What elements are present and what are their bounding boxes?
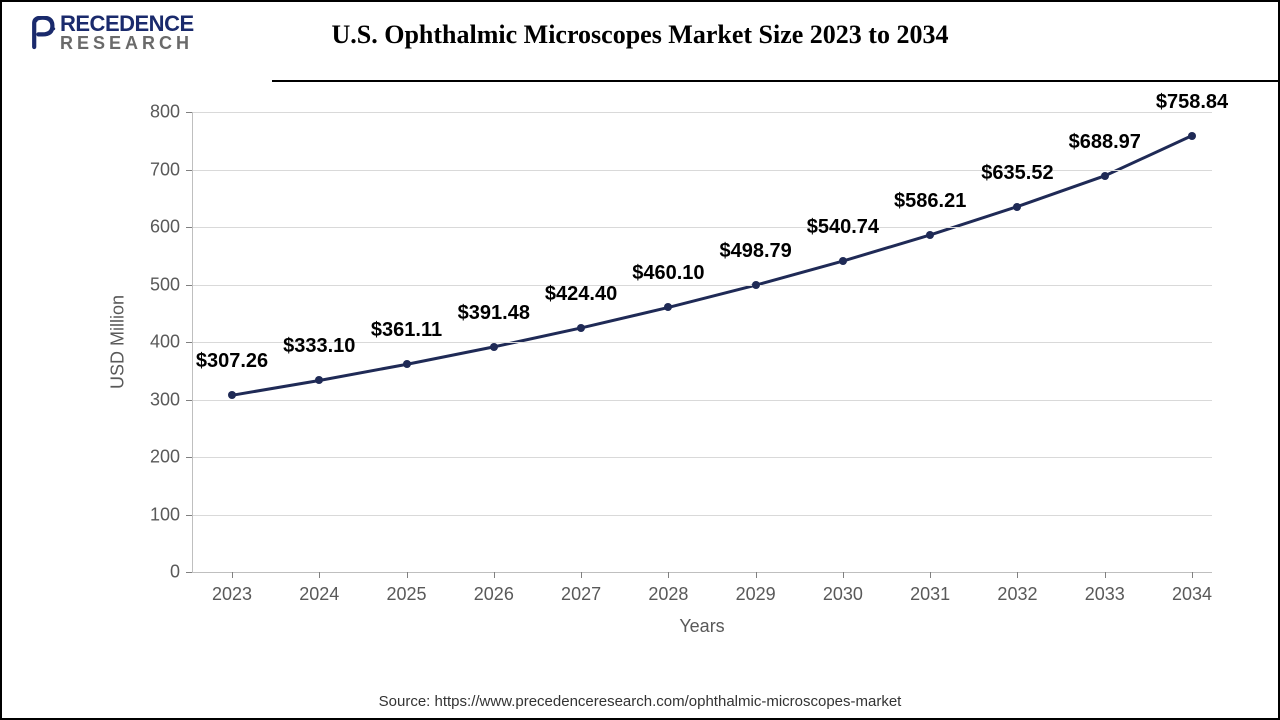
y-tick-label: 200 — [150, 447, 180, 468]
data-point — [839, 257, 847, 265]
data-label: $333.10 — [283, 335, 355, 358]
x-tick-label: 2023 — [212, 584, 252, 605]
grid-line — [192, 400, 1212, 401]
grid-line — [192, 170, 1212, 171]
x-tick-label: 2034 — [1172, 584, 1212, 605]
data-label: $424.40 — [545, 283, 617, 306]
y-tick-label: 600 — [150, 217, 180, 238]
data-point — [577, 324, 585, 332]
data-point — [664, 303, 672, 311]
x-tick-label: 2025 — [387, 584, 427, 605]
y-tick-label: 0 — [170, 562, 180, 583]
x-tick-mark — [930, 572, 931, 578]
y-tick-label: 500 — [150, 274, 180, 295]
x-tick-mark — [756, 572, 757, 578]
y-tick-label: 700 — [150, 159, 180, 180]
grid-line — [192, 227, 1212, 228]
grid-line — [192, 112, 1212, 113]
data-label: $540.74 — [807, 216, 879, 239]
data-point — [926, 231, 934, 239]
x-tick-label: 2024 — [299, 584, 339, 605]
x-tick-mark — [581, 572, 582, 578]
x-tick-label: 2026 — [474, 584, 514, 605]
chart-title: U.S. Ophthalmic Microscopes Market Size … — [2, 20, 1278, 50]
arrow-line — [272, 80, 1278, 82]
x-tick-mark — [668, 572, 669, 578]
x-tick-label: 2027 — [561, 584, 601, 605]
data-point — [1013, 203, 1021, 211]
chart-area: USD Million Years 0100200300400500600700… — [112, 112, 1232, 612]
data-label: $307.26 — [196, 350, 268, 373]
data-label: $361.11 — [371, 319, 442, 342]
x-tick-label: 2032 — [997, 584, 1037, 605]
y-tick-label: 400 — [150, 332, 180, 353]
x-tick-label: 2029 — [736, 584, 776, 605]
data-point — [1188, 132, 1196, 140]
data-point — [315, 376, 323, 384]
data-label: $758.84 — [1156, 91, 1228, 114]
data-label: $460.10 — [632, 262, 704, 285]
x-tick-mark — [1017, 572, 1018, 578]
data-label: $688.97 — [1069, 131, 1141, 154]
x-tick-label: 2033 — [1085, 584, 1125, 605]
y-tick-label: 100 — [150, 504, 180, 525]
x-tick-label: 2030 — [823, 584, 863, 605]
y-tick-label: 300 — [150, 389, 180, 410]
data-label: $635.52 — [981, 162, 1053, 185]
data-point — [752, 281, 760, 289]
data-label: $586.21 — [894, 190, 966, 213]
x-axis-title: Years — [679, 616, 724, 637]
x-tick-label: 2031 — [910, 584, 950, 605]
x-tick-mark — [494, 572, 495, 578]
data-label: $391.48 — [458, 302, 530, 325]
x-tick-mark — [407, 572, 408, 578]
source-text: Source: https://www.precedenceresearch.c… — [2, 693, 1278, 710]
data-point — [1101, 172, 1109, 180]
grid-line — [192, 515, 1212, 516]
x-tick-label: 2028 — [648, 584, 688, 605]
x-tick-mark — [1105, 572, 1106, 578]
chart-frame: RECEDENCE RESEARCH U.S. Ophthalmic Micro… — [0, 0, 1280, 720]
data-label: $498.79 — [719, 240, 791, 263]
y-axis-title: USD Million — [108, 295, 129, 389]
grid-line — [192, 457, 1212, 458]
data-point — [490, 343, 498, 351]
y-axis-line — [192, 112, 193, 572]
data-point — [228, 391, 236, 399]
x-tick-mark — [319, 572, 320, 578]
x-tick-mark — [843, 572, 844, 578]
x-axis-line — [192, 572, 1212, 573]
x-tick-mark — [232, 572, 233, 578]
data-point — [403, 360, 411, 368]
x-tick-mark — [1192, 572, 1193, 578]
plot-region: USD Million Years 0100200300400500600700… — [192, 112, 1212, 572]
y-tick-label: 800 — [150, 102, 180, 123]
